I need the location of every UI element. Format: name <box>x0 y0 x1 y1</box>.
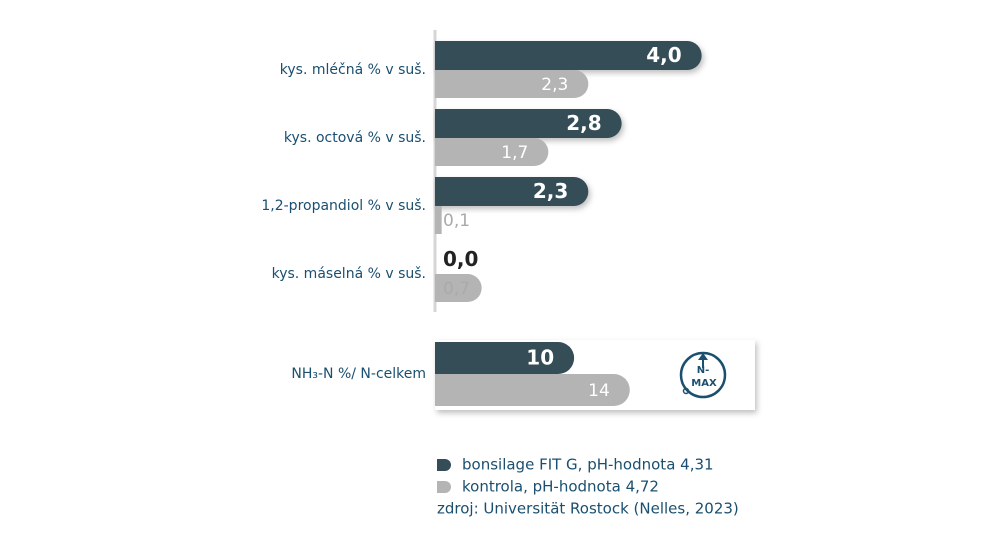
legend-swatch <box>437 481 451 493</box>
legend-label: bonsilage FIT G, pH-hodnota 4,31 <box>462 456 714 474</box>
value-label: 14 <box>588 381 610 401</box>
value-label: 2,3 <box>533 179 568 203</box>
bar <box>435 138 549 166</box>
source-note: zdroj: Universität Rostock (Nelles, 2023… <box>437 500 739 518</box>
category-label: 1,2-propandiol % v suš. <box>261 198 426 214</box>
value-label: 4,0 <box>646 43 681 67</box>
badge-text: N- <box>697 365 710 376</box>
category-label: kys. octová % v suš. <box>284 130 426 146</box>
bar <box>435 274 482 302</box>
category-label: kys. máselná % v suš. <box>272 266 426 282</box>
value-label: 0,7 <box>443 279 470 299</box>
value-label: 1,7 <box>501 143 528 163</box>
bar <box>435 342 575 374</box>
value-label: 2,3 <box>541 75 568 95</box>
bar <box>435 109 622 138</box>
bar <box>435 70 589 98</box>
badge-text: MAX <box>691 378 717 389</box>
badge-icon: N- MAX <box>679 351 727 399</box>
category-label: NH₃-N %/ N-celkem <box>291 366 426 382</box>
bar <box>435 206 442 234</box>
legend-swatch <box>437 459 451 471</box>
value-label: 0,1 <box>443 211 470 231</box>
category-label: kys. mléčná % v suš. <box>280 62 426 78</box>
value-label: 0,0 <box>443 247 478 271</box>
bar <box>435 177 589 206</box>
value-label: 10 <box>526 346 554 370</box>
bar <box>435 41 702 70</box>
value-label: 2,8 <box>566 111 601 135</box>
legend-label: kontrola, pH-hodnota 4,72 <box>462 478 659 496</box>
bar <box>435 374 630 406</box>
